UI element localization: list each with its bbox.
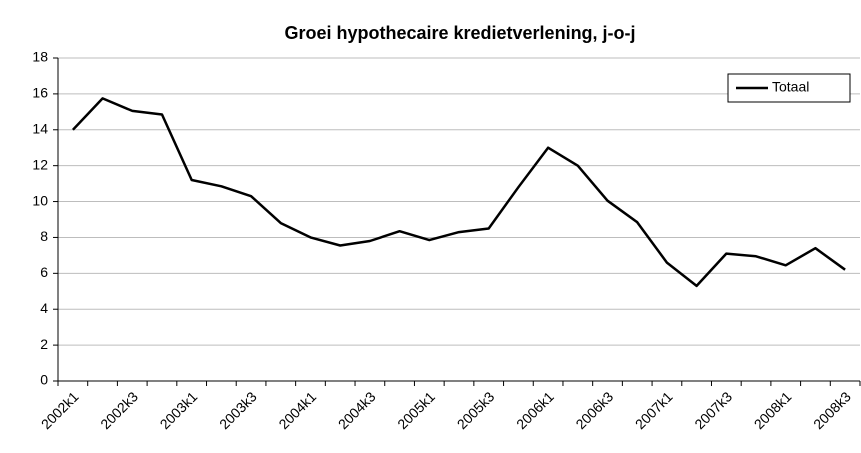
y-tick-label: 18 <box>32 49 48 65</box>
x-tick-label: 2006k3 <box>572 388 616 432</box>
line-series <box>71 97 846 288</box>
chart-title: Groei hypothecaire kredietverlening, j-o… <box>284 23 635 43</box>
x-tick-label: 2008k3 <box>810 388 854 432</box>
x-tick-label: 2006k1 <box>513 388 557 432</box>
x-tick-label: 2002k3 <box>97 388 141 432</box>
x-tick-label: 2007k3 <box>691 388 735 432</box>
y-tick-label: 4 <box>40 300 48 316</box>
y-tick-label: 16 <box>32 85 48 101</box>
y-tick-label: 10 <box>32 192 48 208</box>
x-tick-label: 2004k3 <box>335 388 379 432</box>
y-tick-label: 14 <box>32 120 48 136</box>
y-tick-label: 8 <box>40 228 48 244</box>
x-tick-label: 2003k1 <box>157 388 201 432</box>
x-tick-label: 2003k3 <box>216 388 260 432</box>
y-tick-label: 6 <box>40 264 48 280</box>
x-tick-label: 2008k1 <box>751 388 795 432</box>
x-tick-label: 2007k1 <box>632 388 676 432</box>
y-tick-label: 12 <box>32 156 48 172</box>
x-tick-label: 2002k1 <box>38 388 82 432</box>
x-tick-label: 2005k1 <box>394 388 438 432</box>
x-tick-label: 2004k1 <box>275 388 319 432</box>
x-tick-label: 2005k3 <box>454 388 498 432</box>
y-tick-label: 2 <box>40 336 48 352</box>
legend-label: Totaal <box>772 79 809 95</box>
y-tick-label: 0 <box>40 372 48 388</box>
